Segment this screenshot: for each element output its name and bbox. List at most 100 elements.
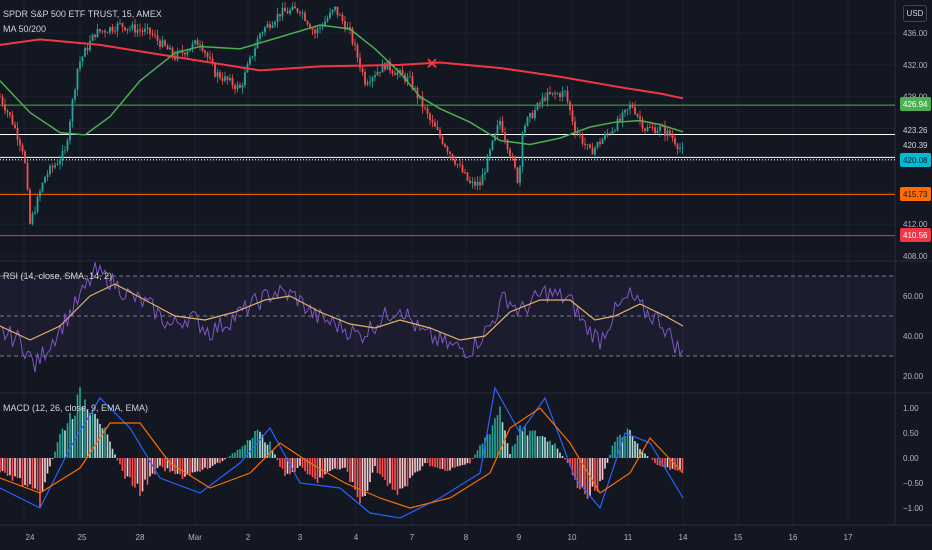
macd-histogram-bar [9, 458, 11, 476]
macd-histogram-bar [216, 458, 219, 463]
candle-body [356, 45, 359, 58]
macd-histogram-bar [349, 458, 351, 483]
price-tags: 426.94 423.26 420.39 420.08 415.73 410.56 [900, 97, 931, 242]
candle-body [231, 77, 234, 86]
macd-histogram-bar [489, 434, 491, 458]
price-tag-label: 420.39 [903, 141, 928, 150]
macd-histogram-bar [146, 458, 149, 485]
price-tag-box [900, 153, 931, 167]
candle-body [666, 130, 669, 136]
candle-body [501, 120, 504, 133]
macd-histogram-bar [141, 458, 144, 492]
ma-indicator-title[interactable]: MA 50/200 [3, 24, 47, 34]
macd-histogram-bar [411, 458, 414, 476]
macd-histogram-bar [359, 458, 361, 504]
macd-histogram-bar [486, 434, 489, 458]
macd-histogram-bar [39, 458, 41, 508]
candle-body [169, 47, 171, 50]
macd-histogram-bar [129, 458, 131, 478]
macd-histogram-bar [646, 456, 649, 458]
time-label: 3 [298, 533, 303, 542]
macd-histogram-bar [106, 434, 109, 458]
macd-histogram-bar [101, 428, 104, 458]
macd-histogram-bar [91, 411, 94, 458]
candle-body [296, 8, 299, 13]
candle-body [184, 52, 186, 55]
time-label: 25 [78, 533, 87, 542]
macd-histogram-bar [214, 458, 216, 465]
candle-body [286, 11, 289, 14]
candle-body [201, 44, 204, 51]
macd-histogram-bar [114, 454, 116, 458]
candle-body [629, 105, 631, 109]
macd-histogram-bar [661, 458, 664, 467]
candle-body [39, 191, 41, 197]
candle-body [136, 29, 139, 33]
macd-histogram-bar [94, 413, 96, 458]
candle-body [614, 130, 616, 132]
candle-body [156, 35, 159, 41]
macd-histogram-bar [581, 458, 584, 488]
rsi-indicator-title[interactable]: RSI (14, close, SMA, 14, 2) [3, 271, 113, 281]
macd-histogram-bar [74, 415, 76, 458]
macd-histogram-bar [394, 458, 396, 491]
macd-axis[interactable]: 1.00 0.50 0.00 −0.50 −1.00 [903, 404, 924, 513]
candle-body [196, 40, 199, 46]
candle-body [144, 28, 146, 32]
candle-body [574, 121, 576, 133]
candle-body [439, 129, 441, 137]
candle-body [49, 166, 51, 175]
macd-histogram-bar [19, 458, 21, 479]
currency-badge[interactable]: USD [903, 5, 927, 22]
price-tag-label: 410.56 [903, 231, 928, 240]
macd-histogram-bar [96, 418, 99, 458]
macd-histogram-bar [319, 458, 321, 478]
macd-histogram-bar [259, 431, 261, 458]
candle-body [214, 63, 216, 77]
candle-body [236, 84, 239, 90]
candle-body [459, 164, 461, 166]
ma-cross-marker [427, 58, 437, 68]
price-tag-box [900, 187, 931, 201]
candle-body [596, 142, 599, 148]
macd-histogram-bar [524, 426, 526, 458]
macd-indicator-title[interactable]: MACD (12, 26, close, 9, EMA, EMA) [3, 403, 149, 413]
candle-body [364, 71, 366, 85]
macd-histogram-bar [634, 441, 636, 458]
macd-histogram-bar [61, 428, 64, 458]
candle-body [589, 144, 591, 148]
candle-body [371, 77, 374, 82]
macd-histogram-bar [179, 458, 181, 475]
candle-body [199, 44, 201, 46]
macd-histogram-bar [626, 428, 629, 458]
macd-histogram-bar [434, 458, 436, 468]
candle-body [409, 76, 411, 78]
macd-histogram-bar [64, 430, 66, 458]
candle-body [526, 117, 529, 126]
candle-body [464, 172, 466, 174]
macd-histogram-bar [99, 423, 101, 458]
macd-histogram-bar [289, 458, 291, 475]
candle-body [431, 120, 434, 123]
macd-histogram-bar [421, 458, 424, 467]
macd-histogram-bar [46, 458, 49, 474]
candle-body [89, 40, 91, 51]
price-tag-box [900, 97, 931, 111]
macd-histogram-bar [294, 458, 296, 473]
macd-histogram-bar [316, 458, 319, 483]
macd-histogram-bar [526, 435, 529, 458]
time-axis[interactable]: 24 25 28 Mar 2 3 4 7 8 9 10 11 14 15 16 17 [0, 524, 932, 542]
candle-body [669, 130, 671, 136]
macd-histogram-bar [224, 458, 226, 460]
macd-histogram-bar [131, 458, 134, 487]
macd-histogram-bar [29, 458, 31, 485]
candle-body [361, 68, 364, 72]
rsi-axis[interactable]: 60.00 40.00 20.00 [903, 292, 924, 381]
candle-body [104, 30, 106, 33]
symbol-title[interactable]: SPDR S&P 500 ETF TRUST, 15, AMEX [3, 9, 162, 19]
macd-histogram-bar [604, 458, 606, 469]
candle-body [469, 180, 471, 184]
candle-body [601, 139, 604, 144]
macd-histogram-bar [231, 453, 234, 458]
